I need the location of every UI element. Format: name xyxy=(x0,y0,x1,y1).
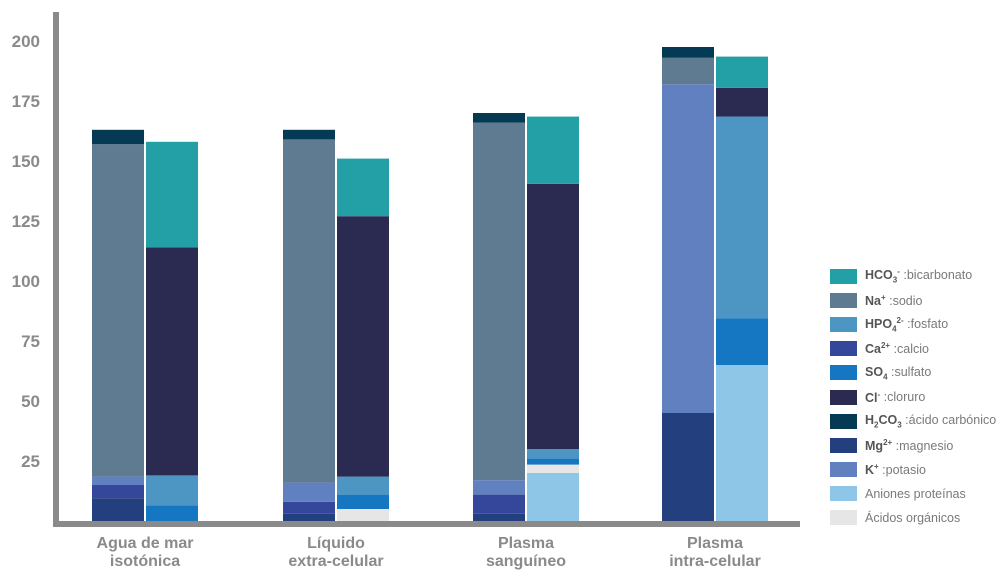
bar-segment-acidosorganicos xyxy=(527,464,579,473)
y-tick-label: 150 xyxy=(12,152,40,171)
legend-label: HCO3- :bicarbonato xyxy=(865,267,973,285)
legend-item-h2co3: H2CO3 :ácido carbónico xyxy=(830,409,1000,433)
legend: HCO3- :bicarbonato Na+ :sodio HPO42- :fosf… xyxy=(830,264,1000,530)
legend-item-mg: Mg2+ :magnesio xyxy=(830,433,1000,457)
bar-segment-hpo4 xyxy=(146,475,198,506)
legend-item-k: K+ :potasio xyxy=(830,458,1000,482)
legend-item-na: Na+ :sodio xyxy=(830,288,1000,312)
y-tick-label: 75 xyxy=(21,332,40,351)
bar-segment-h2co3 xyxy=(283,129,335,140)
bar-segment-hpo4 xyxy=(716,116,768,319)
bar-segment-hpo4 xyxy=(527,449,579,459)
bar-segment-cl xyxy=(527,183,579,450)
bar-segment-ca xyxy=(283,501,335,514)
bar-segment-acidosorganicos xyxy=(337,509,389,521)
category-labels: Agua de mar isotónica Líquido extra-celular… xyxy=(97,535,761,570)
legend-item-ca: Ca2+ :calcio xyxy=(830,337,1000,361)
y-tick-label: 175 xyxy=(12,92,40,111)
axes-layer xyxy=(53,12,800,527)
bar-segment-hco3 xyxy=(716,56,768,88)
legend-label: Aniones proteínas xyxy=(865,486,966,501)
bar-segment-na xyxy=(662,57,714,85)
legend-swatch xyxy=(830,292,857,308)
legend-swatch xyxy=(830,437,857,453)
bar-segment-na xyxy=(283,139,335,483)
legend-label: Cl- :cloruro xyxy=(865,389,926,405)
category-label: Agua de mar isotónica xyxy=(97,535,194,570)
legend-label: SO4 :sulfato xyxy=(865,364,932,382)
bar-segment-cl xyxy=(716,87,768,117)
legend-swatch xyxy=(830,389,857,405)
legend-label: Ca2+ :calcio xyxy=(865,341,930,357)
legend-swatch xyxy=(830,268,857,284)
category-label: Plasma intra-celular xyxy=(669,535,761,570)
bar-segment-k xyxy=(473,480,525,495)
bar-segment-k xyxy=(92,476,144,485)
legend-swatch xyxy=(830,413,857,429)
bar-segment-mg xyxy=(92,498,144,521)
y-tick-label: 50 xyxy=(21,392,40,411)
legend-swatch xyxy=(830,365,857,381)
bar-segment-so4 xyxy=(716,318,768,365)
bar-segment-h2co3 xyxy=(92,129,144,145)
legend-label: H2CO3 :ácido carbónico xyxy=(865,412,997,430)
legend-item-hco3: HCO3- :bicarbonato xyxy=(830,264,1000,288)
legend-item-cl: Cl- :cloruro xyxy=(830,385,1000,409)
bar-segment-anionesproteinas xyxy=(716,365,768,521)
bar-segment-anionesproteinas xyxy=(527,473,579,521)
y-tick-label: 200 xyxy=(12,32,40,51)
bar-segment-hco3 xyxy=(527,116,579,184)
legend-swatch xyxy=(830,462,857,478)
bar-segment-na xyxy=(92,144,144,477)
bar-segment-hpo4 xyxy=(337,476,389,495)
bar-segment-k xyxy=(662,84,714,413)
legend-label: K+ :potasio xyxy=(865,462,926,478)
y-tick-label: 100 xyxy=(12,272,40,291)
legend-item-acidosorganicos: Ácidos orgánicos xyxy=(830,506,1000,530)
legend-label: Mg2+ :magnesio xyxy=(865,437,954,453)
category-label: Plasma sanguíneo xyxy=(486,535,566,570)
bar-segment-cl xyxy=(337,216,389,477)
bar-segment-k xyxy=(283,482,335,502)
bars-layer xyxy=(92,47,768,521)
bar-segment-h2co3 xyxy=(473,113,525,123)
legend-item-so4: SO4 :sulfato xyxy=(830,361,1000,385)
bar-segment-hco3 xyxy=(337,158,389,217)
legend-item-anionesproteinas: Aniones proteínas xyxy=(830,482,1000,506)
legend-label: Ácidos orgánicos xyxy=(865,510,961,525)
y-tick-label: 125 xyxy=(12,212,40,231)
y-axis-line xyxy=(53,12,59,525)
bar-segment-na xyxy=(473,122,525,481)
bar-segment-hco3 xyxy=(146,141,198,248)
bar-segment-so4 xyxy=(146,505,198,521)
legend-swatch xyxy=(830,341,857,357)
legend-label: Na+ :sodio xyxy=(865,292,923,308)
bar-segment-so4 xyxy=(527,458,579,465)
bar-segment-mg xyxy=(473,513,525,521)
bar-segment-ca xyxy=(92,485,144,499)
bar-segment-mg xyxy=(283,513,335,521)
legend-label: HPO42- :fosfato xyxy=(865,315,949,334)
legend-swatch xyxy=(830,510,857,526)
bar-segment-ca xyxy=(473,494,525,514)
legend-swatch xyxy=(830,486,857,502)
bar-segment-mg xyxy=(662,413,714,521)
category-label: Líquido extra-celular xyxy=(288,535,383,570)
legend-swatch xyxy=(830,316,857,332)
x-axis-line xyxy=(53,521,800,527)
bar-segment-h2co3 xyxy=(662,47,714,58)
legend-item-hpo4: HPO42- :fosfato xyxy=(830,312,1000,336)
y-tick-labels: 25 50 75 100 125 150 175 200 xyxy=(12,32,40,471)
bar-segment-cl xyxy=(146,247,198,476)
y-tick-label: 25 xyxy=(21,452,40,471)
bar-segment-so4 xyxy=(337,494,389,509)
